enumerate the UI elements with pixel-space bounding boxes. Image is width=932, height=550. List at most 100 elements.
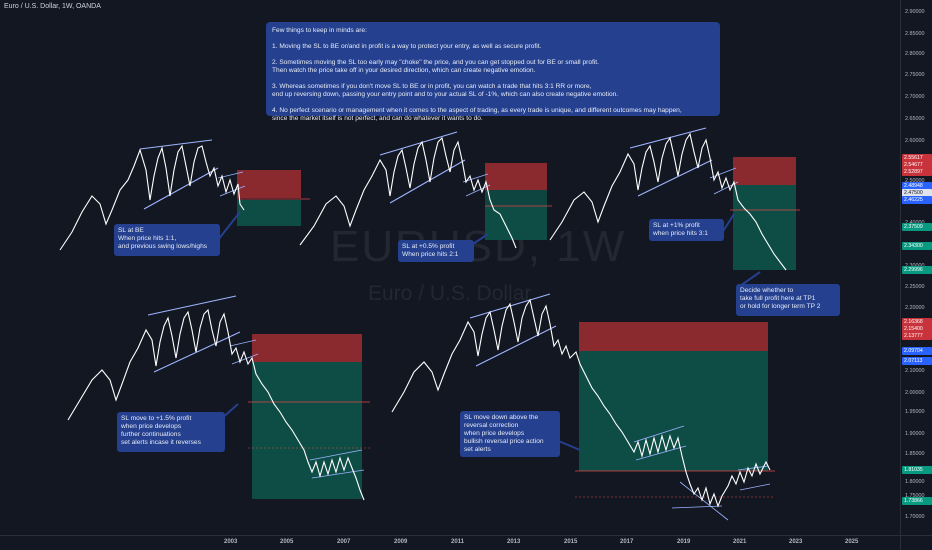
time-tick: 2017	[620, 539, 634, 545]
trendline-5b[interactable]	[475, 325, 557, 367]
trendline-4e[interactable]	[309, 449, 363, 461]
trendline-3a[interactable]	[629, 127, 707, 149]
trendline-3b[interactable]	[637, 159, 713, 197]
watermark-symbol: EURUSD, 1W	[330, 222, 627, 271]
price-path-2	[299, 136, 517, 249]
trendline-5g[interactable]	[737, 465, 769, 471]
price-badge-current: 2.47500	[902, 189, 932, 197]
scenario-5[interactable]	[391, 293, 775, 521]
callout-sl-half-percent[interactable]: SL at +0.5% profit When price hits 2:1	[398, 240, 474, 262]
target-zone-5[interactable]	[579, 351, 768, 471]
trendline-3c[interactable]	[709, 167, 737, 179]
callout-pointer-1	[217, 211, 241, 241]
price-tick: 2.85000	[905, 31, 925, 37]
price-tick: 2.50000	[905, 178, 925, 184]
trendline-4b[interactable]	[153, 331, 241, 373]
time-tick: 2011	[451, 539, 465, 545]
callout-take-profit-decision[interactable]: Decide whether to take full profit here …	[736, 284, 840, 316]
callout-pointer-6	[555, 439, 581, 451]
price-badge-stop: 2.55617	[902, 154, 932, 162]
stop-zone-4[interactable]	[252, 334, 362, 362]
price-axis[interactable]: 2.90000 2.85000 2.80000 2.75000 2.70000 …	[900, 0, 932, 535]
time-tick: 2019	[677, 539, 691, 545]
price-tick: 2.75000	[905, 72, 925, 78]
price-badge-entry: 2.48948	[902, 182, 932, 190]
entry-zone-2	[485, 190, 547, 207]
time-tick: 2007	[337, 539, 351, 545]
trendline-1b[interactable]	[143, 167, 219, 210]
price-tick: 2.65000	[905, 116, 925, 122]
scenario-2[interactable]	[299, 131, 552, 249]
price-badge-target: 2.34300	[902, 242, 932, 250]
price-tick: 1.70000	[905, 514, 925, 520]
target-zone-1[interactable]	[237, 200, 301, 226]
price-path-3	[549, 132, 787, 271]
time-tick: 2009	[394, 539, 408, 545]
price-badge-entry: 2.09704	[902, 347, 932, 355]
price-tick: 1.85000	[905, 451, 925, 457]
price-tick: 2.60000	[905, 138, 925, 144]
price-tick: 1.75000	[905, 493, 925, 499]
time-tick: 2013	[507, 539, 521, 545]
time-tick: 2003	[224, 539, 238, 545]
target-zone-3[interactable]	[733, 185, 796, 270]
callout-sl-reversal[interactable]: SL move down above the reversal correcti…	[460, 411, 560, 457]
stop-zone-5[interactable]	[579, 322, 768, 351]
trendline-5d[interactable]	[635, 445, 687, 461]
time-tick: 2023	[789, 539, 803, 545]
trendline-5h[interactable]	[739, 483, 771, 491]
price-tick: 2.70000	[905, 94, 925, 100]
trendline-4d[interactable]	[231, 353, 259, 365]
price-badge-target: 2.29996	[902, 266, 932, 274]
watermark-description: Euro / U.S. Dollar	[368, 282, 532, 305]
callout-sl-breakeven[interactable]: SL at BE When price hits 1:1, and previo…	[114, 224, 220, 256]
price-tick: 1.90000	[905, 431, 925, 437]
trendline-5e[interactable]	[679, 481, 729, 521]
scenario-1[interactable]	[59, 139, 310, 251]
price-tick: 2.00000	[905, 390, 925, 396]
price-badge-target: 1.73866	[902, 497, 932, 505]
price-tick: 2.10000	[905, 368, 925, 374]
price-badge-stop: 2.13777	[902, 332, 932, 340]
trendline-5f[interactable]	[671, 505, 723, 509]
trendline-4a[interactable]	[147, 295, 237, 316]
trading-notes-box[interactable]: Few things to keep in minds are: 1. Movi…	[266, 22, 720, 122]
trendline-4f[interactable]	[311, 469, 365, 479]
trendline-2d[interactable]	[465, 184, 491, 197]
trendline-2b[interactable]	[389, 159, 466, 204]
scenario-3[interactable]	[549, 127, 800, 271]
price-tick: 1.95000	[905, 409, 925, 415]
price-tick: 2.90000	[905, 9, 925, 15]
callout-pointer-4	[739, 271, 761, 287]
price-tick: 1.80000	[905, 479, 925, 485]
callout-sl-one-half-percent[interactable]: SL move to +1.5% profit when price devel…	[117, 412, 225, 452]
trendline-1a[interactable]	[139, 139, 213, 150]
target-zone-4[interactable]	[252, 362, 362, 499]
symbol-title: Euro / U.S. Dollar, 1W, OANDA	[4, 3, 101, 10]
time-axis[interactable]: 2003 2005 2007 2009 2011 2013 2015 2017 …	[0, 535, 900, 550]
price-badge-entry: 2.07113	[902, 357, 932, 365]
price-badge-stop: 2.54677	[902, 161, 932, 169]
price-badge-target: 1.81035	[902, 466, 932, 474]
time-tick: 2025	[845, 539, 859, 545]
price-tick: 2.20000	[905, 305, 925, 311]
price-badge-stop: 2.16368	[902, 318, 932, 326]
trendline-5c[interactable]	[633, 425, 685, 443]
callout-sl-one-percent[interactable]: SL at +1% profit when price hits 3:1	[649, 219, 724, 241]
time-tick: 2021	[733, 539, 747, 545]
price-tick: 2.80000	[905, 51, 925, 57]
time-tick: 2015	[564, 539, 578, 545]
trendline-2a[interactable]	[379, 131, 458, 156]
price-badge-stop: 2.52897	[902, 168, 932, 176]
price-badge-entry: 2.46225	[902, 196, 932, 204]
trendline-4c[interactable]	[229, 339, 257, 347]
stop-zone-3[interactable]	[733, 157, 796, 185]
chart-drawings[interactable]	[0, 0, 900, 535]
target-zone-2[interactable]	[485, 207, 547, 240]
scenario-4[interactable]	[67, 295, 370, 501]
stop-zone-1[interactable]	[237, 170, 301, 198]
stop-zone-2[interactable]	[485, 163, 547, 190]
price-path-4	[67, 308, 365, 501]
chart-area[interactable]: Euro / U.S. Dollar, 1W, OANDA EURUSD, 1W…	[0, 0, 900, 535]
trendline-1d[interactable]	[219, 185, 246, 197]
